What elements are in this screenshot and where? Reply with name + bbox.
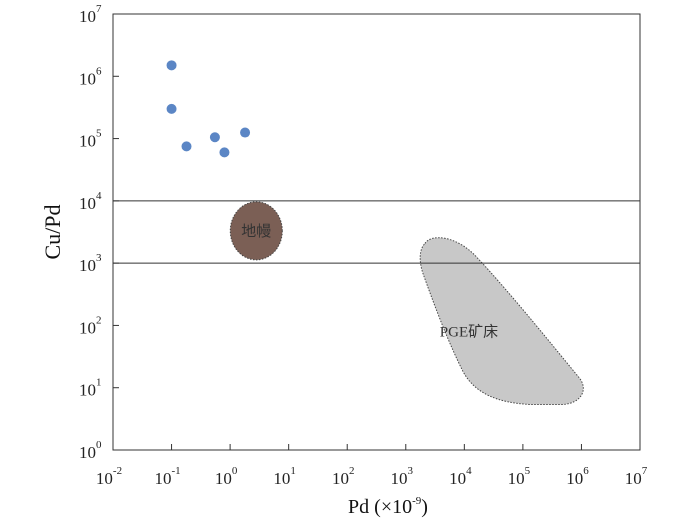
data-point: [166, 103, 177, 114]
data-point: [166, 60, 177, 71]
y-tick-label: 106: [79, 65, 102, 88]
y-tick-label: 100: [79, 439, 102, 462]
x-tick-label: 106: [566, 465, 589, 488]
reference-lines: [113, 200, 640, 264]
y-axis-title: Cu/Pd: [40, 204, 65, 259]
x-tick-label: 104: [449, 465, 472, 488]
x-tick-label: 107: [625, 465, 648, 488]
x-tick-label: 102: [332, 465, 355, 488]
mantle-region: [229, 201, 283, 261]
x-tick-label: 100: [215, 465, 238, 488]
y-axis-ticks: 100 101 102 103 104 105 106 107: [79, 3, 119, 462]
x-tick-label: 10-1: [154, 465, 180, 488]
pge-deposit-region: [419, 237, 584, 405]
y-tick-label: 102: [79, 314, 102, 337]
data-point: [240, 127, 251, 138]
data-point: [209, 132, 220, 143]
data-point: [181, 141, 192, 152]
plot-frame: [112, 13, 641, 451]
pge-deposit-region-label: PGE矿床: [440, 323, 498, 340]
y-tick-label: 101: [79, 377, 102, 400]
y-tick-label: 103: [79, 252, 102, 275]
y-tick-label: 104: [79, 190, 102, 213]
x-tick-label: 103: [391, 465, 414, 488]
points-layer: [166, 60, 251, 158]
x-tick-label: 105: [508, 465, 531, 488]
x-tick-label: 10-2: [96, 465, 122, 488]
x-axis-title: Pd (×10-9): [348, 495, 428, 518]
region-labels: 地幔 PGE矿床: [241, 223, 498, 341]
y-tick-label: 107: [79, 3, 102, 26]
mantle-region-label: 地幔: [241, 223, 271, 240]
data-point: [219, 147, 230, 158]
x-axis-ticks: 10-2 10-1 100 101 102 103 104 105 106 107: [96, 444, 648, 488]
x-tick-label: 101: [273, 465, 296, 488]
regions-layer: [229, 201, 584, 405]
y-tick-label: 105: [79, 128, 102, 151]
